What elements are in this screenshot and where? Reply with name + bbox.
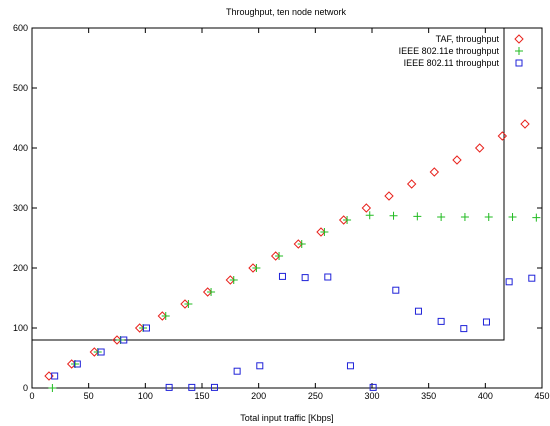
x-tick-label: 50	[84, 391, 94, 401]
plot-frame	[31, 27, 543, 389]
ieee-80211-point	[278, 272, 286, 280]
ieee-80211e-point	[161, 312, 170, 320]
legend-marker	[514, 34, 524, 44]
ieee-80211e-point	[252, 264, 261, 272]
legend-label: IEEE 802.11e throughput	[399, 46, 500, 56]
ieee-80211-point	[414, 307, 422, 315]
y-tick-label: 600	[13, 23, 28, 33]
ieee-80211e-point	[343, 216, 352, 224]
ieee-80211e-point	[229, 276, 238, 284]
taf-point	[134, 323, 145, 333]
x-tick-label: 150	[194, 391, 209, 401]
x-tick-label: 300	[364, 391, 379, 401]
y-tick-label: 0	[23, 383, 28, 393]
ieee-80211-point	[233, 367, 241, 375]
ieee-80211e-point	[460, 213, 469, 221]
legend-label: TAF, throughput	[436, 34, 500, 44]
ieee-80211-point	[210, 383, 218, 391]
x-tick-label: 450	[534, 391, 549, 401]
taf-point	[157, 311, 168, 321]
legend: TAF, throughput IEEE 802.11e throughput IE…	[399, 34, 524, 68]
ieee-80211-point	[437, 317, 445, 325]
taf-point	[248, 263, 258, 273]
data-marks	[44, 119, 541, 392]
ieee-80211e-point	[484, 213, 493, 221]
taf-point	[338, 215, 349, 225]
taf-point	[225, 275, 236, 285]
legend-label: IEEE 802.11 throughput	[404, 58, 500, 68]
legend-marker	[515, 47, 523, 55]
ieee-80211e-point	[365, 211, 374, 220]
legend-marker	[515, 59, 523, 67]
ieee-80211e-point	[184, 300, 193, 308]
ieee-80211-point	[142, 324, 150, 332]
axis-ticks: 0 50 100 150 200 250 300 350 400 450 0 100 200 300 400…	[13, 23, 550, 401]
ieee-80211e-point	[413, 212, 422, 221]
y-tick-label: 500	[13, 83, 28, 93]
taf-point	[180, 299, 190, 309]
taf-point	[497, 131, 508, 141]
ieee-80211-point	[392, 286, 400, 294]
ieee-80211-point	[369, 383, 377, 391]
ieee-80211-point	[51, 372, 59, 380]
ieee-80211e-point	[437, 213, 446, 221]
ieee-80211e-point	[389, 211, 398, 220]
ieee-80211-point	[460, 325, 468, 333]
series-square	[51, 272, 536, 391]
ieee-80211-point	[301, 274, 309, 282]
x-axis-title: Total input traffic [Kbps]	[240, 413, 333, 423]
ieee-80211-point	[482, 318, 490, 326]
ieee-80211-point	[120, 336, 128, 344]
x-tick-label: 200	[251, 391, 266, 401]
x-tick-label: 350	[421, 391, 436, 401]
ieee-80211-point	[73, 360, 81, 368]
y-tick-label: 300	[13, 203, 28, 213]
legend-box	[31, 27, 505, 341]
ieee-80211e-point	[275, 252, 284, 260]
taf-point	[474, 143, 485, 153]
taf-point	[406, 179, 417, 189]
ieee-80211e-point	[48, 384, 57, 392]
ieee-80211-point	[256, 362, 264, 370]
taf-point	[361, 203, 372, 213]
ieee-80211e-point	[207, 288, 216, 296]
ieee-80211-point	[165, 383, 173, 391]
ieee-80211-point	[528, 274, 536, 282]
ieee-80211e-point	[508, 213, 517, 221]
series-diamond	[44, 119, 530, 381]
ieee-80211-point	[505, 278, 513, 286]
taf-point	[452, 155, 462, 165]
ieee-80211-point	[346, 362, 354, 370]
x-tick-label: 0	[29, 391, 34, 401]
taf-point	[429, 167, 440, 177]
x-tick-label: 250	[308, 391, 323, 401]
y-tick-label: 400	[13, 143, 28, 153]
taf-point	[384, 191, 394, 201]
ieee-80211e-point	[297, 240, 306, 248]
y-tick-label: 100	[13, 323, 28, 333]
taf-point	[316, 227, 326, 237]
ieee-80211-point	[324, 273, 332, 281]
x-tick-label: 400	[478, 391, 493, 401]
taf-point	[89, 347, 100, 357]
taf-point	[112, 335, 122, 345]
taf-point	[520, 119, 530, 129]
series-plus	[48, 211, 541, 392]
chart-title: Throughput, ten node network	[226, 7, 347, 17]
taf-point	[202, 287, 213, 297]
ieee-80211e-point	[532, 213, 541, 222]
ieee-80211-point	[97, 348, 105, 356]
ieee-80211-point	[188, 383, 196, 391]
x-tick-label: 100	[138, 391, 153, 401]
taf-point	[270, 251, 281, 261]
ieee-80211e-point	[320, 228, 329, 236]
y-tick-label: 200	[13, 263, 28, 273]
taf-point	[293, 239, 304, 249]
